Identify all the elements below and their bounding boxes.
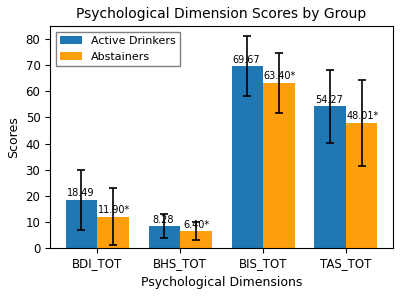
Text: 8.28: 8.28 xyxy=(153,215,174,225)
Bar xyxy=(97,217,129,248)
Text: 69.67: 69.67 xyxy=(233,55,260,65)
X-axis label: Psychological Dimensions: Psychological Dimensions xyxy=(141,276,302,289)
Text: 63.40*: 63.40* xyxy=(264,71,296,81)
Bar xyxy=(314,106,346,248)
Bar xyxy=(232,66,263,248)
Bar xyxy=(66,200,97,248)
Title: Psychological Dimension Scores by Group: Psychological Dimension Scores by Group xyxy=(76,7,367,21)
Text: 11.90*: 11.90* xyxy=(98,205,130,215)
Text: 48.01*: 48.01* xyxy=(346,111,379,121)
Bar xyxy=(180,231,212,248)
Text: 18.49: 18.49 xyxy=(67,188,94,198)
Bar xyxy=(346,123,378,248)
Y-axis label: Scores: Scores xyxy=(7,116,20,158)
Bar xyxy=(149,226,180,248)
Text: 6.40*: 6.40* xyxy=(184,220,210,230)
Legend: Active Drinkers, Abstainers: Active Drinkers, Abstainers xyxy=(56,32,180,66)
Text: 54.27: 54.27 xyxy=(316,95,343,105)
Bar xyxy=(263,83,294,248)
